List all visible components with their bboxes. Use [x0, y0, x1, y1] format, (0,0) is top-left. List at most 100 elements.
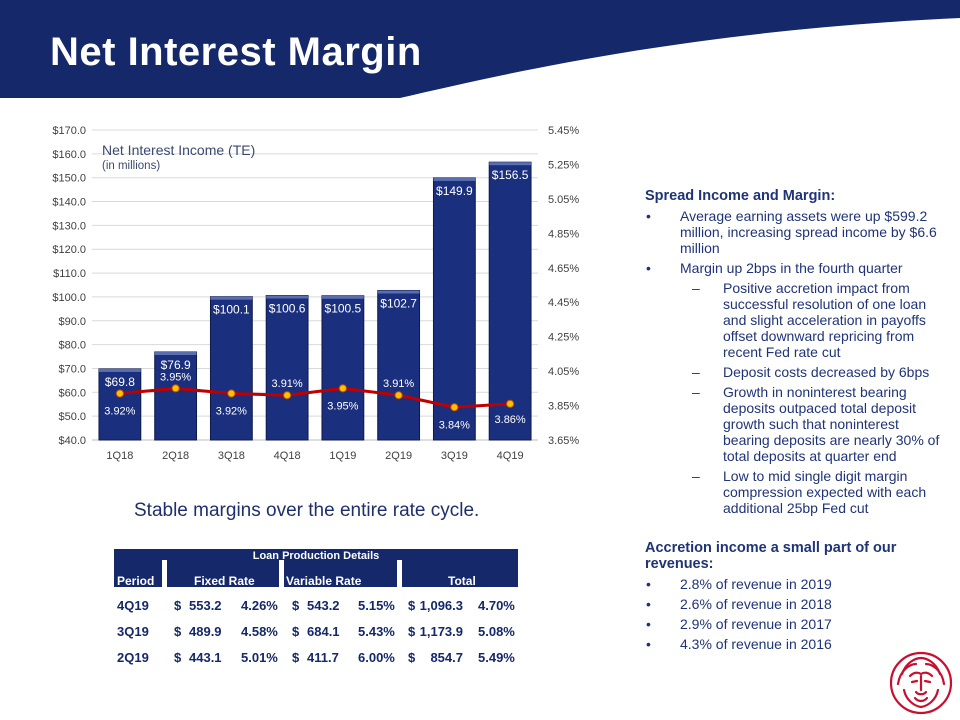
- chart-caption: Stable margins over the entire rate cycl…: [134, 500, 480, 521]
- margin-point: [171, 384, 180, 393]
- fixed-rate-cell: 4.26%: [241, 598, 278, 613]
- bullet-item: • Average earning assets were up $599.2 m…: [646, 208, 937, 256]
- margin-label: 3.95%: [327, 400, 358, 412]
- total-currency: $: [408, 624, 416, 639]
- commentary-panel: Spread Income and Margin: • Average earni…: [645, 188, 945, 652]
- y-left-tick-label: $120.0: [52, 244, 86, 256]
- variable-rate-cell: 6.00%: [358, 650, 395, 665]
- bar: [377, 289, 421, 441]
- header-banner: [0, 0, 960, 98]
- net-interest-income-chart: $40.0 $50.0 $60.0 $70.0 $80.0 $90.0 $100.0 $110…: [52, 125, 579, 462]
- lion-head-icon: [889, 651, 953, 715]
- sub-bullet-item: – Low to mid single digit margin compress…: [692, 468, 927, 516]
- bar-value-label: $100.1: [213, 303, 250, 317]
- margin-label: 3.92%: [104, 406, 135, 418]
- margin-label: 3.91%: [272, 378, 303, 390]
- spread-income-heading: Spread Income and Margin:: [645, 188, 836, 204]
- bar-top-highlight: [377, 290, 420, 294]
- bar-value-label: $156.5: [492, 168, 529, 182]
- total-rate-cell: 4.70%: [478, 598, 515, 613]
- bullet-item: • 2.8% of revenue in 2019: [646, 576, 832, 592]
- margin-label: 3.92%: [216, 406, 247, 418]
- chart-subtitle: (in millions): [102, 160, 160, 172]
- total-amount-cell: 1,173.9: [419, 624, 463, 639]
- table-row: 4Q19 $553.2 4.26% $543.2 5.15% $1,096.3 4.70%: [114, 598, 518, 618]
- x-tick-label: 1Q19: [329, 450, 356, 462]
- bar-top-highlight: [210, 296, 253, 300]
- period-cell: 2Q19: [117, 650, 149, 665]
- margin-point: [506, 399, 515, 408]
- bar: [265, 294, 309, 441]
- sub-bullet-item: – Growth in noninterest bearing deposits …: [692, 384, 940, 464]
- sub-bullet-item: – Positive accretion impact from successf…: [692, 280, 927, 360]
- table-row: 3Q19 $489.9 4.58% $684.1 5.43% $1,173.9 5.08%: [114, 624, 518, 644]
- total-amount-cell: 854.7: [430, 650, 463, 665]
- variable-amount-cell: 684.1: [307, 624, 340, 639]
- variable-currency: $: [292, 650, 300, 665]
- y-left-tick-label: $80.0: [58, 340, 86, 352]
- bar-top-highlight: [489, 162, 532, 166]
- period-cell: 4Q19: [117, 598, 149, 613]
- margin-label: 3.86%: [495, 414, 526, 426]
- margin-point: [394, 391, 403, 400]
- column-header-fixed-rate: Fixed Rate: [194, 574, 255, 588]
- fixed-amount-cell: 443.1: [189, 650, 222, 665]
- y-left-tick-label: $150.0: [52, 173, 86, 185]
- total-currency: $: [408, 650, 416, 665]
- total-amount-cell: 1,096.3: [419, 598, 463, 613]
- variable-currency: $: [292, 598, 300, 613]
- margin-point: [338, 384, 347, 393]
- variable-rate-cell: 5.15%: [358, 598, 395, 613]
- variable-amount-cell: 411.7: [307, 650, 339, 665]
- y-left-tick-label: $90.0: [58, 316, 86, 328]
- fixed-amount-cell: 489.9: [189, 624, 222, 639]
- y-left-tick-label: $170.0: [52, 125, 86, 137]
- y-left-tick-label: $50.0: [58, 411, 86, 423]
- y-right-tick-label: 4.45%: [548, 297, 579, 309]
- y-right-tick-label: 4.65%: [548, 263, 579, 275]
- x-tick-label: 2Q18: [162, 450, 189, 462]
- bar-top-highlight: [433, 177, 476, 181]
- y-right-tick-label: 5.25%: [548, 159, 579, 171]
- y-right-tick-label: 5.45%: [548, 125, 579, 137]
- bar: [321, 295, 365, 441]
- bar: [488, 161, 532, 441]
- bar-top-highlight: [154, 352, 197, 356]
- x-tick-label: 3Q18: [218, 450, 245, 462]
- y-left-tick-label: $70.0: [58, 363, 86, 375]
- margin-label: 3.84%: [439, 419, 470, 431]
- y-right-tick-label: 4.25%: [548, 332, 579, 344]
- total-currency: $: [408, 598, 416, 613]
- bullet-item: • 4.3% of revenue in 2016: [646, 636, 832, 652]
- margin-line: [119, 386, 511, 409]
- total-rate-cell: 5.49%: [478, 650, 515, 665]
- bar-value-label: $149.9: [436, 184, 473, 198]
- margin-point: [115, 389, 124, 398]
- fixed-rate-cell: 5.01%: [241, 650, 278, 665]
- x-tick-label: 3Q19: [441, 450, 468, 462]
- table-row: 2Q19 $443.1 5.01% $411.7 6.00% $854.7 5.49%: [114, 650, 518, 670]
- period-cell: 3Q19: [117, 624, 149, 639]
- margin-point: [227, 389, 236, 398]
- fixed-rate-cell: 4.58%: [241, 624, 278, 639]
- column-header-period: Period: [117, 574, 155, 588]
- x-tick-label: 2Q19: [385, 450, 412, 462]
- margin-point: [283, 391, 292, 400]
- accretion-heading: Accretion income a small part of our rev…: [645, 540, 897, 572]
- y-left-tick-label: $110.0: [53, 268, 86, 280]
- bar-top-highlight: [266, 295, 309, 299]
- y-right-tick-label: 4.05%: [548, 366, 579, 378]
- variable-amount-cell: 543.2: [307, 598, 340, 613]
- y-right-tick-label: 4.85%: [548, 228, 579, 240]
- chart-title: Net Interest Income (TE): [102, 142, 255, 158]
- bullet-item: • Margin up 2bps in the fourth quarter: [646, 260, 903, 276]
- bar-top-highlight: [98, 368, 141, 372]
- sub-bullet-item: – Deposit costs decreased by 6bps: [692, 364, 930, 380]
- bar-value-label: $100.6: [269, 301, 306, 315]
- page-title: Net Interest Margin: [50, 30, 422, 74]
- y-left-tick-label: $140.0: [52, 197, 86, 209]
- margin-label: 3.91%: [383, 378, 414, 390]
- bar: [432, 177, 476, 441]
- bar-value-label: $69.8: [105, 375, 135, 389]
- bar-top-highlight: [321, 295, 364, 299]
